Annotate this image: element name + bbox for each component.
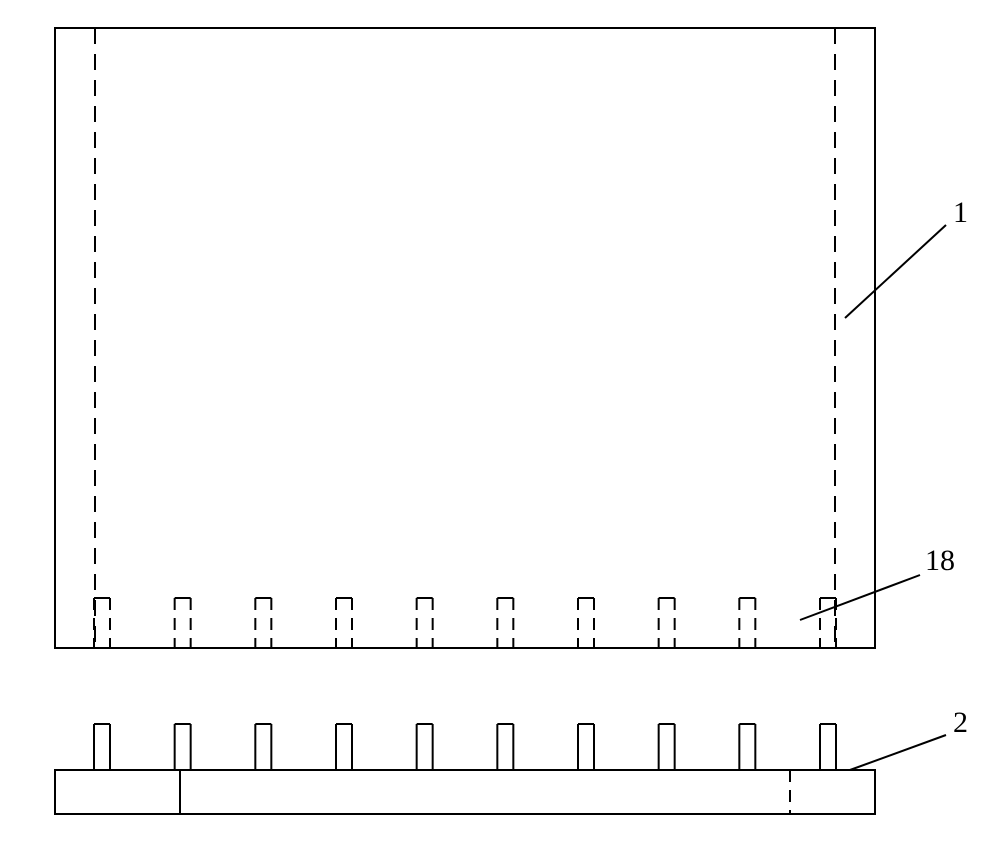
- lower-bar: [55, 770, 875, 814]
- callout-label: 18: [925, 544, 955, 577]
- lower-peg: [94, 724, 110, 770]
- leader-line: [850, 735, 946, 770]
- lower-peg: [820, 724, 836, 770]
- callout-label: 2: [953, 706, 968, 739]
- lower-peg: [336, 724, 352, 770]
- callouts: 1 18 2: [800, 196, 968, 770]
- lower-block: [55, 724, 875, 814]
- callout-label: 1: [953, 196, 968, 229]
- upper-peg-slot: [820, 598, 836, 648]
- lower-peg: [497, 724, 513, 770]
- upper-peg-slot: [94, 598, 110, 648]
- upper-outer-rect: [55, 28, 875, 648]
- upper-peg-slot: [255, 598, 271, 648]
- lower-peg: [739, 724, 755, 770]
- lower-peg: [659, 724, 675, 770]
- label-1: 1: [845, 196, 968, 318]
- upper-peg-slot: [659, 598, 675, 648]
- label-2: 2: [850, 706, 968, 770]
- lower-peg: [175, 724, 191, 770]
- upper-peg-slot: [497, 598, 513, 648]
- lower-peg: [578, 724, 594, 770]
- upper-peg-slot: [336, 598, 352, 648]
- upper-peg-slot: [578, 598, 594, 648]
- lower-peg: [417, 724, 433, 770]
- lower-peg: [255, 724, 271, 770]
- leader-line: [800, 575, 920, 620]
- label-18: 18: [800, 544, 955, 620]
- upper-block: [55, 28, 875, 648]
- upper-peg-slot: [417, 598, 433, 648]
- upper-peg-slot: [175, 598, 191, 648]
- upper-peg-slot: [739, 598, 755, 648]
- leader-line: [845, 225, 946, 318]
